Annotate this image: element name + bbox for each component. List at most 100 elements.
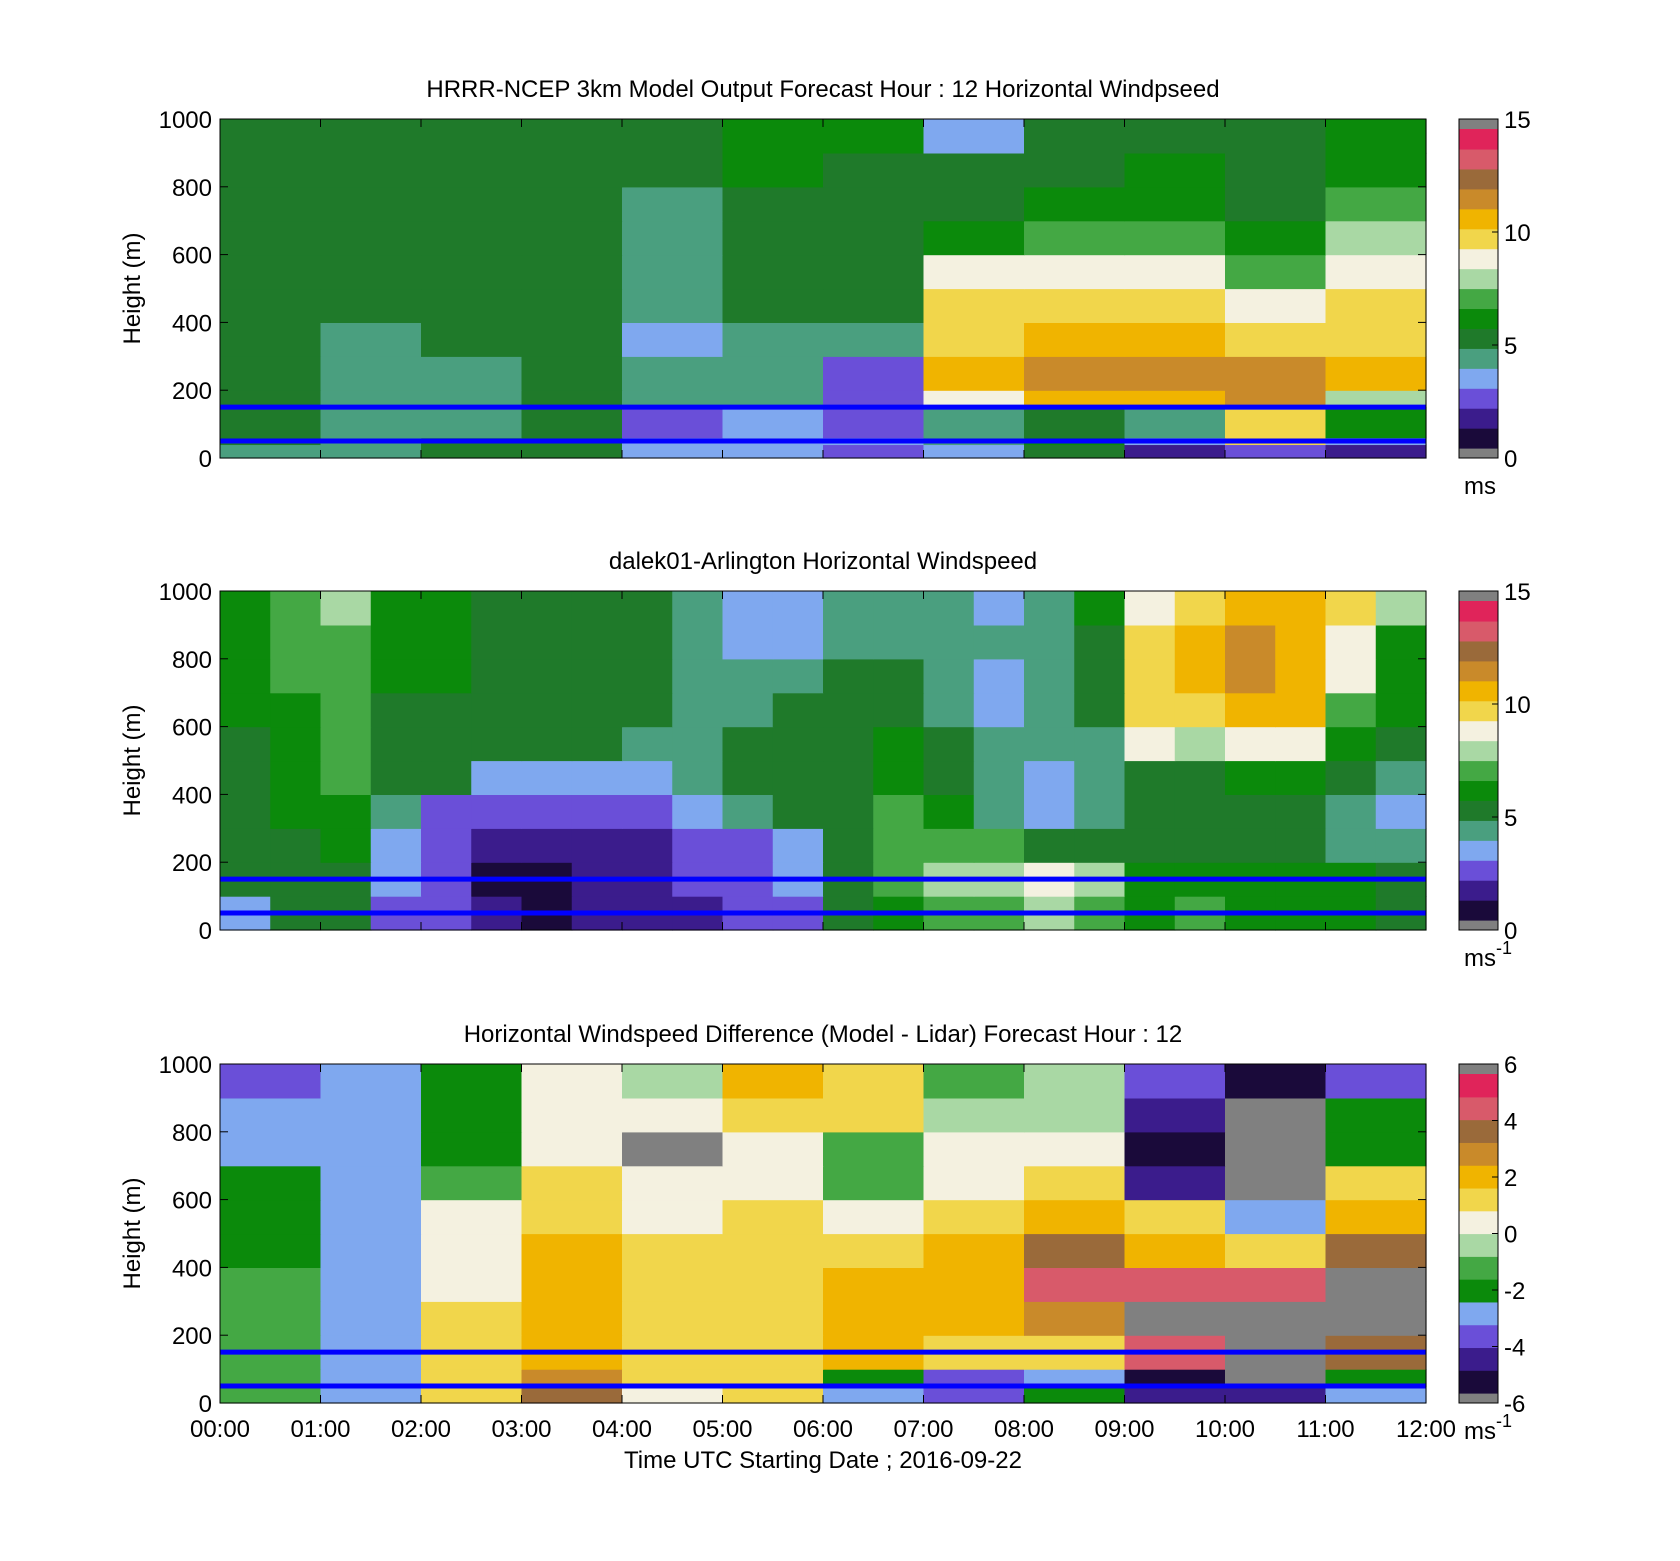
heatmap-cell xyxy=(622,119,724,154)
colorbar-swatch xyxy=(1459,129,1498,150)
heatmap-cell xyxy=(521,322,623,357)
heatmap-cell xyxy=(1024,760,1075,795)
heatmap-cell xyxy=(823,1199,925,1235)
heatmap-cell xyxy=(220,1386,322,1404)
heatmap-cell xyxy=(1325,356,1427,391)
heatmap-cell xyxy=(521,1064,623,1099)
heatmap-cell xyxy=(571,692,623,728)
heatmap-cell xyxy=(1174,794,1226,829)
heatmap-cell xyxy=(521,1165,623,1201)
heatmap-cell xyxy=(320,288,422,323)
heatmap-cell xyxy=(220,444,322,459)
heatmap-cell xyxy=(1074,760,1126,795)
heatmap-cell xyxy=(1225,1301,1327,1336)
heatmap-cell xyxy=(370,828,422,863)
heatmap-cell xyxy=(823,1064,925,1099)
heatmap-cell xyxy=(1225,186,1327,222)
heatmap-cell xyxy=(1375,692,1427,728)
heatmap-cell xyxy=(973,658,1025,694)
heatmap-cell xyxy=(471,760,523,795)
heatmap-cell xyxy=(1225,390,1327,408)
y-tick-label: 600 xyxy=(172,1188,212,1215)
heatmap-cell xyxy=(220,390,322,408)
heatmap-cell xyxy=(421,390,523,408)
colorbar-swatch xyxy=(1459,620,1498,642)
y-tick-label: 0 xyxy=(199,1391,212,1418)
heatmap-cell xyxy=(1074,624,1126,660)
heatmap-cell xyxy=(923,794,975,829)
heatmap-cell xyxy=(973,828,1025,863)
heatmap-cell xyxy=(521,1301,623,1336)
heatmap-cell xyxy=(521,624,573,660)
heatmap-cell xyxy=(973,591,1025,626)
heatmap-cell xyxy=(421,1097,523,1133)
heatmap-cell xyxy=(421,692,472,728)
y-tick-label: 0 xyxy=(199,446,212,473)
heatmap-cell xyxy=(622,322,724,357)
heatmap-cell xyxy=(722,220,824,256)
colorbar-swatch xyxy=(1459,680,1498,702)
heatmap-cell xyxy=(220,1369,322,1387)
colorbar-tick-label: 15 xyxy=(1504,579,1531,606)
heatmap-cell xyxy=(622,1301,724,1336)
heatmap-cell xyxy=(722,1131,824,1167)
heatmap-cell xyxy=(220,1064,322,1099)
heatmap-cell xyxy=(1375,591,1427,626)
heatmap-cell xyxy=(722,1301,824,1336)
heatmap-cell xyxy=(1024,1233,1126,1268)
heatmap-cell xyxy=(421,1369,523,1387)
heatmap-cell xyxy=(823,1301,925,1336)
colorbar: 0 5 10 15 ms xyxy=(1458,107,1531,500)
heatmap-cell xyxy=(722,624,774,660)
heatmap-cell xyxy=(421,1131,523,1167)
heatmap-cell xyxy=(1325,1386,1427,1404)
heatmap-cell xyxy=(521,119,623,154)
heatmap-cell xyxy=(421,444,523,459)
heatmap-cell xyxy=(1124,726,1176,762)
heatmap-cell xyxy=(1124,288,1226,323)
heatmap-cell xyxy=(823,1369,925,1387)
heatmap-cell xyxy=(772,726,824,762)
heatmap-cell xyxy=(772,591,824,626)
heatmap-cell xyxy=(622,1233,724,1268)
heatmap-cell xyxy=(1225,1064,1327,1099)
heatmap-cell xyxy=(722,288,824,323)
x-tick-label: 05:00 xyxy=(692,1416,752,1443)
heatmap-cell xyxy=(1074,828,1126,863)
heatmap-cell xyxy=(823,692,874,728)
heatmap-cell xyxy=(622,1267,724,1302)
heatmap-cell xyxy=(722,1267,824,1302)
heatmap-cell xyxy=(622,444,724,459)
x-tick-label: 11:00 xyxy=(1296,1416,1354,1443)
heatmap-cell xyxy=(1024,186,1126,222)
heatmap-cell xyxy=(521,726,573,762)
heatmap-cell xyxy=(923,152,1025,188)
heatmap-cell xyxy=(370,591,422,626)
heatmap-cell xyxy=(1225,658,1276,694)
heatmap-cell xyxy=(923,220,1025,256)
colorbar-swatch xyxy=(1459,388,1498,409)
heatmap-cell xyxy=(1024,288,1126,323)
heatmap-cell xyxy=(722,186,824,222)
heatmap-cell xyxy=(923,1165,1025,1201)
heatmap-cell xyxy=(220,1199,322,1235)
heatmap-cell xyxy=(1124,591,1176,626)
heatmap-cell xyxy=(923,1199,1025,1235)
colorbar-swatch xyxy=(1459,1074,1498,1098)
heatmap-cell xyxy=(923,1097,1025,1133)
heatmap-cell xyxy=(722,444,824,459)
x-tick-label: 00:00 xyxy=(190,1416,250,1443)
heatmap-cell xyxy=(1024,1369,1126,1387)
heatmap-cell xyxy=(823,444,925,459)
colorbar-swatch xyxy=(1459,1347,1498,1371)
colorbar-swatch xyxy=(1459,208,1498,230)
heatmap-cell xyxy=(1024,254,1126,290)
heatmap-cell xyxy=(521,1131,623,1167)
x-tick-label: 06:00 xyxy=(793,1416,853,1443)
heatmap-cell xyxy=(571,658,623,694)
heatmap-cell xyxy=(923,322,1025,357)
colorbar-unit-label: ms-1 xyxy=(1464,938,1512,972)
heatmap-cell xyxy=(1124,1233,1226,1268)
colorbar-swatch xyxy=(1459,1233,1498,1257)
y-tick-label: 1000 xyxy=(159,107,212,134)
